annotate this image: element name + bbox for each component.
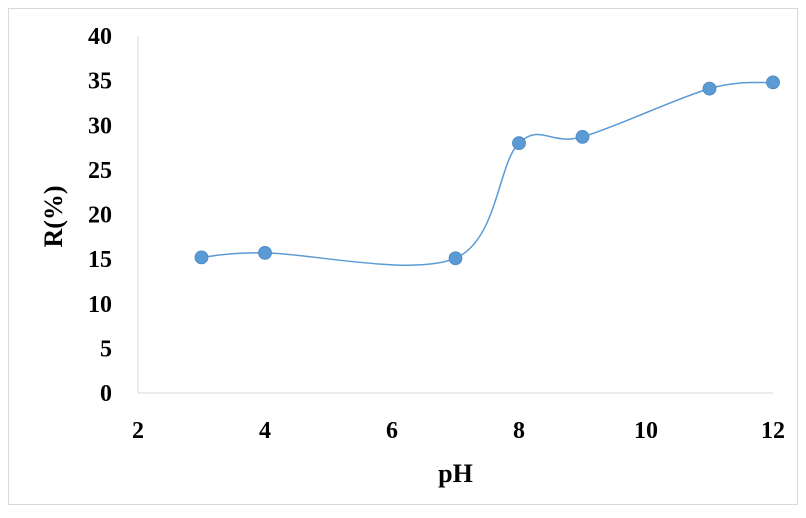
data-point (512, 136, 526, 151)
series-group (194, 75, 780, 266)
data-point (448, 251, 463, 266)
data-point (194, 250, 209, 265)
x-tick-label: 6 (386, 418, 398, 444)
y-tick-label: 30 (88, 113, 112, 139)
data-point (258, 245, 272, 260)
y-tick-label: 0 (100, 381, 112, 407)
x-tick-label: 4 (259, 418, 271, 444)
y-tick-label: 25 (88, 158, 112, 184)
data-point (702, 81, 717, 96)
y-tick-label: 10 (88, 292, 112, 318)
y-tick-label: 35 (88, 69, 112, 95)
y-tick-labels: 0 5 10 15 20 25 30 35 40 (88, 24, 112, 407)
data-point (575, 129, 590, 144)
x-tick-label: 10 (634, 418, 658, 444)
data-point (766, 75, 780, 90)
series-line (201, 81, 774, 266)
y-tick-label: 15 (88, 247, 112, 273)
x-tick-label: 12 (761, 418, 785, 444)
x-tick-labels: 2 4 6 8 10 12 (132, 418, 785, 444)
y-tick-label: 40 (88, 24, 112, 50)
y-tick-label: 20 (88, 203, 112, 229)
x-tick-label: 8 (513, 418, 525, 444)
y-axis-title: R(%) (39, 185, 68, 247)
x-tick-label: 2 (132, 418, 144, 444)
x-axis-title: pH (438, 459, 473, 488)
y-tick-label: 5 (100, 336, 112, 362)
chart-area-border (8, 8, 798, 505)
